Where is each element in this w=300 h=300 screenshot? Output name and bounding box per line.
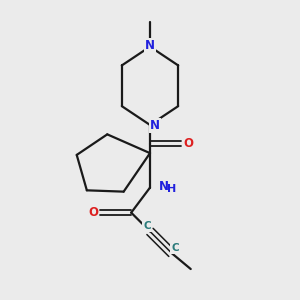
Text: C: C — [143, 221, 151, 231]
Text: O: O — [183, 137, 193, 150]
Text: N: N — [145, 39, 155, 52]
Text: C: C — [171, 243, 179, 253]
Text: O: O — [88, 206, 98, 219]
Text: N: N — [150, 119, 160, 132]
Text: H: H — [167, 184, 176, 194]
Text: N: N — [159, 179, 169, 193]
